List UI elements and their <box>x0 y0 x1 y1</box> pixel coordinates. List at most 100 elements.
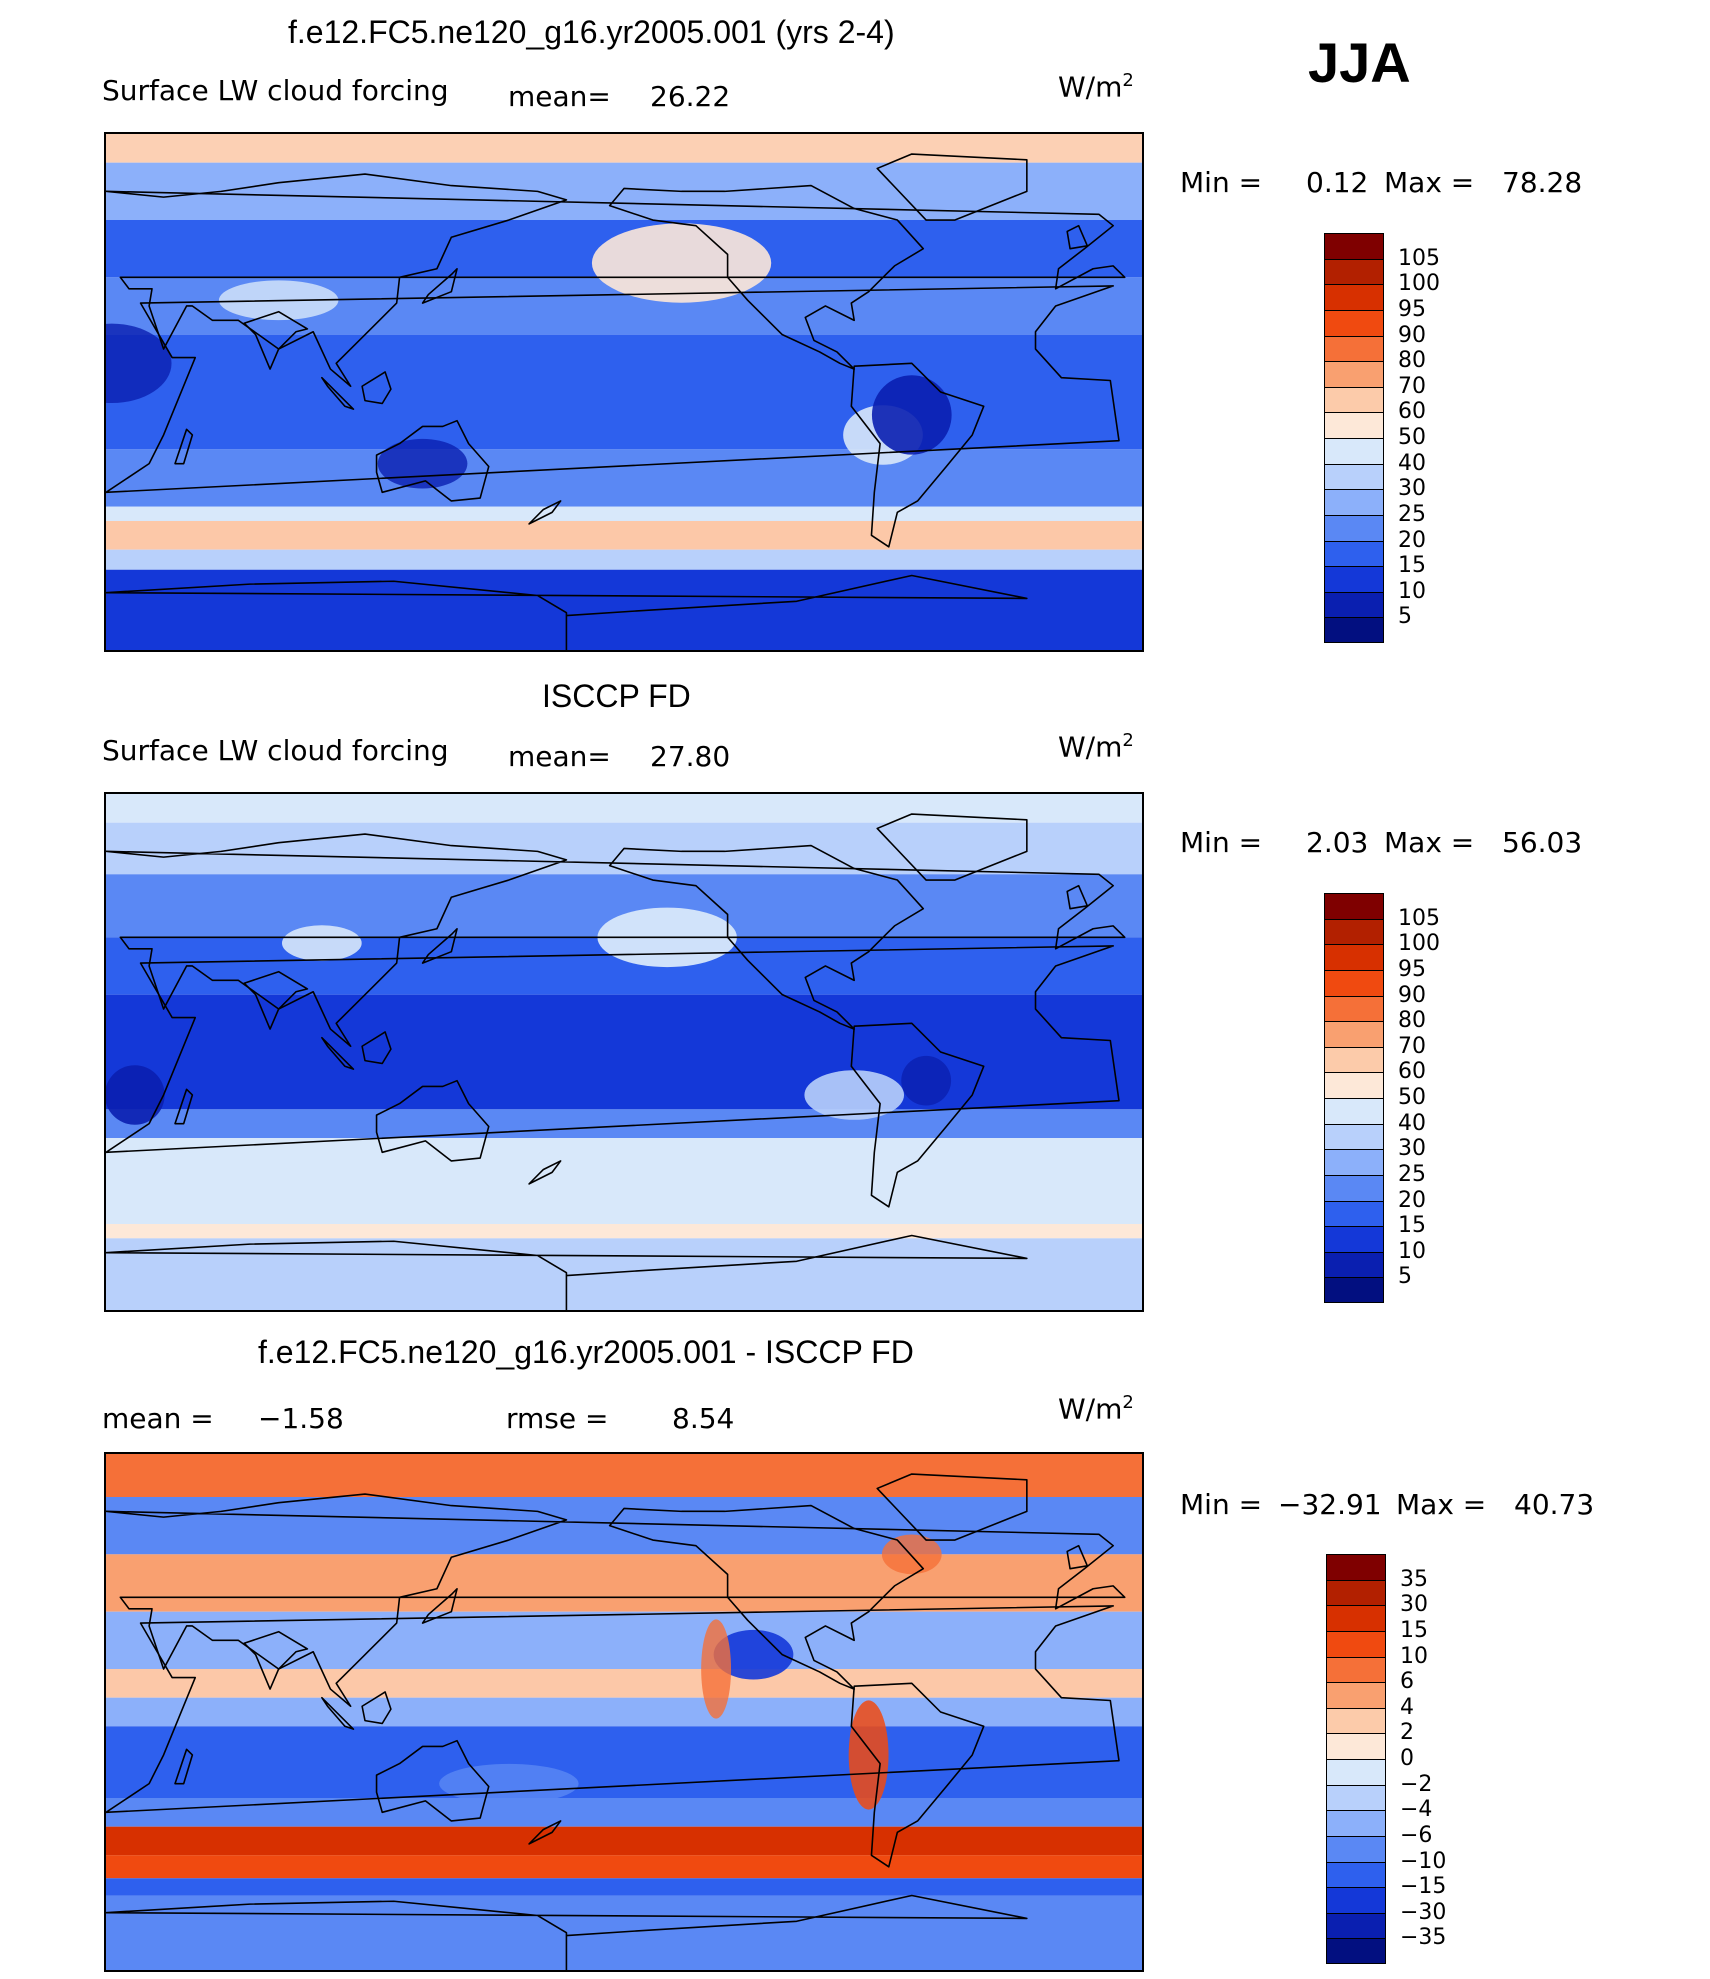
colorbar-swatch <box>1324 1046 1384 1073</box>
panel-3-min-value: −32.91 <box>1278 1488 1382 1521</box>
panel-2-min-label: Min = <box>1180 826 1263 859</box>
field-band <box>106 506 1142 521</box>
colorbar-tick-label: 30 <box>1398 1136 1426 1162</box>
colorbar-swatch <box>1326 1784 1386 1811</box>
colorbar-tick-label: 60 <box>1398 1059 1426 1085</box>
colorbar-tick-label: 4 <box>1400 1694 1414 1720</box>
colorbar-swatch <box>1324 284 1384 310</box>
coastline <box>1066 224 1089 250</box>
panel-1-mean-label: mean= <box>508 80 611 113</box>
panel-2-max-label: Max = <box>1384 826 1475 859</box>
colorbar-tick-label: 100 <box>1398 931 1440 957</box>
panel-3-units: W/m2 <box>1058 1392 1134 1426</box>
panel-2-colorbar: 105 100 95 90 80 70 60 50 40 30 25 20 15 10 5 <box>1324 893 1464 1303</box>
field-band <box>106 1697 1142 1727</box>
colorbar-swatch <box>1324 361 1384 387</box>
coastline <box>1066 884 1089 910</box>
colorbar-swatch <box>1324 1021 1384 1047</box>
panel-2-units: W/m2 <box>1058 730 1134 764</box>
colorbar-swatch <box>1324 1251 1384 1278</box>
panel-2-map <box>104 792 1144 1312</box>
colorbar-swatch <box>1326 1835 1386 1862</box>
panel-1-units: W/m2 <box>1058 70 1134 104</box>
colorbar-tick-label: 90 <box>1398 322 1426 348</box>
colorbar-swatch <box>1326 1759 1386 1785</box>
panel-1-map <box>104 132 1144 652</box>
colorbar-swatch <box>1326 1733 1386 1759</box>
colorbar-swatch <box>1324 1174 1384 1201</box>
coastline <box>106 1894 1028 1970</box>
coastline <box>361 1031 392 1065</box>
coastline <box>106 173 1126 388</box>
colorbar-tick-label: 5 <box>1398 604 1412 630</box>
panel-3-max-label: Max = <box>1396 1488 1487 1521</box>
field-blob <box>439 1763 579 1804</box>
colorbar-swatch <box>1324 438 1384 464</box>
coastline <box>243 310 309 370</box>
coastline <box>174 1748 194 1785</box>
colorbar-tick-label: −2 <box>1400 1771 1433 1797</box>
field-band <box>106 1878 1142 1896</box>
field-band <box>106 521 1142 550</box>
field-band <box>106 1238 1142 1310</box>
coastline <box>243 1630 309 1690</box>
field-band <box>106 1726 1142 1798</box>
colorbar-swatch <box>1324 412 1384 438</box>
coastline <box>243 970 309 1030</box>
coastline <box>375 1739 490 1822</box>
coastline <box>106 574 1028 650</box>
colorbar-swatch <box>1326 1579 1386 1606</box>
colorbar-swatch <box>1326 1605 1386 1631</box>
panel-3-mean-label: mean = <box>102 1402 214 1435</box>
colorbar-tick-label: 100 <box>1398 271 1440 297</box>
colorbar-tick-label: 70 <box>1398 373 1426 399</box>
colorbar-tick-label: 15 <box>1400 1617 1428 1643</box>
coastline <box>321 1696 355 1730</box>
colorbar-swatch <box>1324 918 1384 945</box>
panel-3-map <box>104 1452 1144 1972</box>
panel-2-title: ISCCP FD <box>542 678 691 714</box>
colorbar-frame <box>1324 233 1384 643</box>
colorbar-tick-label: 40 <box>1398 450 1426 476</box>
coastline <box>174 428 194 465</box>
colorbar-swatch <box>1324 566 1384 592</box>
colorbar-swatch <box>1324 1149 1384 1175</box>
colorbar-swatch <box>1324 1200 1384 1227</box>
colorbar-swatch <box>1324 617 1384 643</box>
colorbar-tick-label: 70 <box>1398 1033 1426 1059</box>
colorbar-tick-label: −30 <box>1400 1899 1447 1925</box>
coastline <box>421 927 458 964</box>
panel-3-colorbar: 35 30 15 10 6 4 2 0 −2 −4 −6 −10 −15 −30 −35 <box>1326 1554 1466 1964</box>
field-band <box>106 1138 1142 1224</box>
field-blob <box>701 1619 732 1719</box>
panel-2-max-value: 56.03 <box>1502 826 1583 859</box>
coastline <box>421 267 458 304</box>
panel-1-variable-label: Surface LW cloud forcing <box>102 74 449 107</box>
colorbar-frame <box>1326 1554 1386 1964</box>
colorbar-swatch <box>1326 1912 1386 1939</box>
field-band <box>106 569 1142 650</box>
coastline <box>321 1036 355 1070</box>
colorbar-tick-label: 50 <box>1398 1085 1426 1110</box>
colorbar-tick-label: −35 <box>1400 1925 1447 1951</box>
colorbar-tick-label: 30 <box>1398 476 1426 502</box>
coastline <box>375 1079 490 1162</box>
coastline <box>106 1234 1028 1310</box>
colorbar-swatch <box>1326 1707 1386 1734</box>
coastline <box>528 1820 562 1845</box>
panel-3-mean-value: −1.58 <box>258 1402 344 1435</box>
coastline <box>174 1088 194 1125</box>
coastline <box>608 1504 925 1690</box>
colorbar-tick-label: 40 <box>1398 1110 1426 1136</box>
colorbar-tick-label: 35 <box>1400 1566 1428 1592</box>
field-blob <box>281 925 362 961</box>
colorbar-frame <box>1324 893 1384 1303</box>
field-band <box>106 134 1142 163</box>
colorbar-swatch <box>1324 995 1384 1022</box>
colorbar-swatch <box>1324 1277 1384 1303</box>
colorbar-tick-label: 30 <box>1400 1592 1428 1618</box>
colorbar-swatch <box>1324 386 1384 413</box>
coastline <box>876 813 1028 881</box>
panel-1-colorbar: 105 100 95 90 80 70 60 50 40 30 25 20 15 10 5 <box>1324 233 1464 643</box>
colorbar-swatch <box>1326 1810 1386 1836</box>
